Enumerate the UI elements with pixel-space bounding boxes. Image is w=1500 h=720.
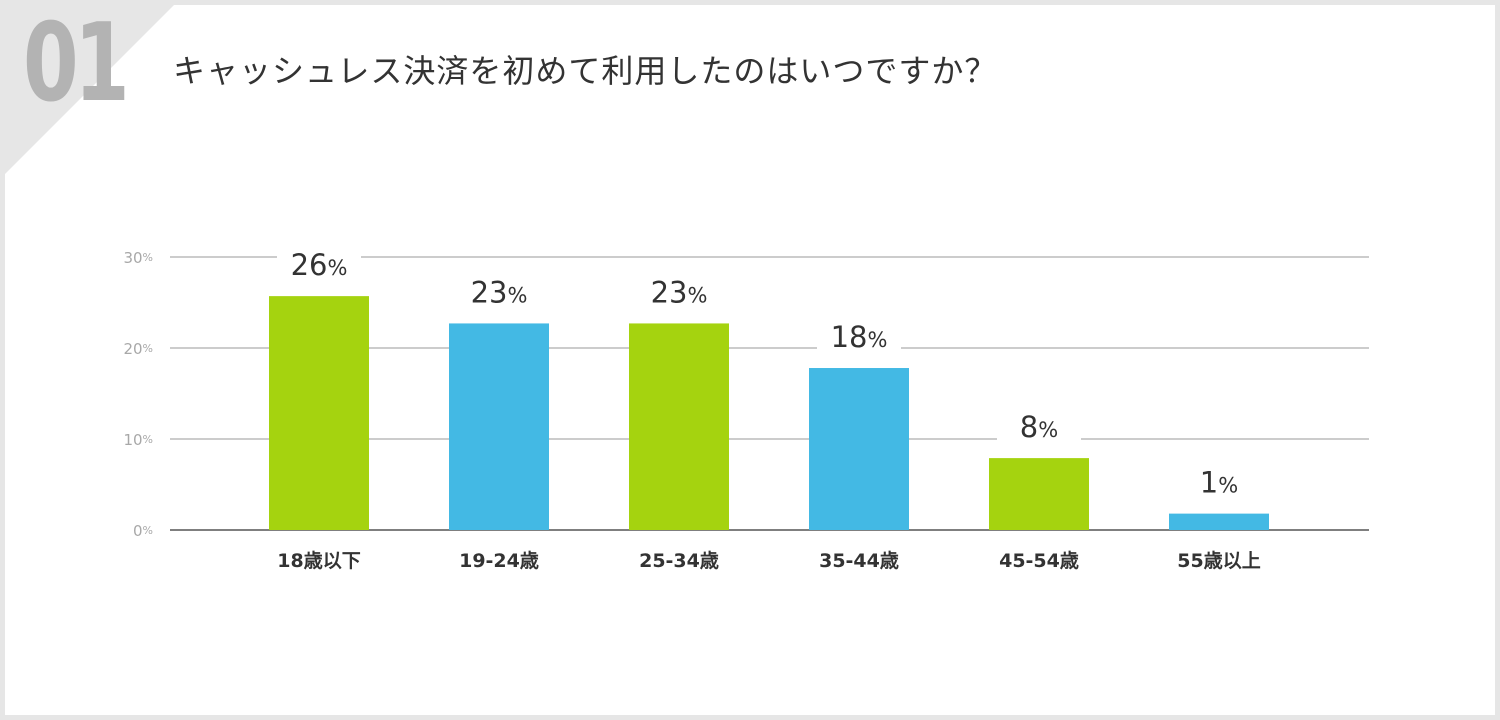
question-title: キャッシュレス決済を初めて利用したのはいつですか？ (173, 52, 998, 90)
category-label: 35-44歳 (819, 550, 899, 572)
corner-triangle (5, 5, 174, 174)
data-label-background (1177, 460, 1261, 501)
bar (989, 458, 1089, 530)
y-tick-label: 30% (123, 249, 153, 267)
bar (1169, 513, 1269, 530)
y-tick-label: 10% (123, 431, 153, 449)
y-tick-label: 0% (133, 522, 153, 540)
data-label-background (457, 270, 541, 311)
data-label-background (997, 405, 1081, 446)
bar (809, 368, 909, 530)
data-label: 8% (1020, 410, 1058, 444)
data-label: 26% (291, 248, 348, 282)
data-label-background (277, 243, 361, 284)
category-label: 19-24歳 (459, 550, 539, 572)
data-label-background (817, 315, 901, 356)
data-label: 23% (651, 275, 708, 309)
bar-chart: 0% 10% 20% 30% 26% 18歳以下 23% 19-24歳 23% 25-34歳 18%… (123, 243, 1369, 572)
question-number: 01 (23, 1, 130, 126)
category-label: 25-34歳 (639, 550, 719, 572)
chart-card: 01 キャッシュレス決済を初めて利用したのはいつですか？ 0% 10% 20% 30%… (5, 5, 1495, 715)
data-label-background (637, 270, 721, 311)
y-tick-label: 20% (123, 340, 153, 358)
category-label: 18歳以下 (277, 550, 360, 572)
data-label: 1% (1200, 466, 1238, 500)
data-label: 18% (831, 320, 888, 354)
bar (629, 323, 729, 530)
category-label: 55歳以上 (1177, 550, 1260, 572)
bar (269, 296, 369, 530)
data-label: 23% (471, 275, 528, 309)
bar (449, 323, 549, 530)
category-label: 45-54歳 (999, 550, 1079, 572)
